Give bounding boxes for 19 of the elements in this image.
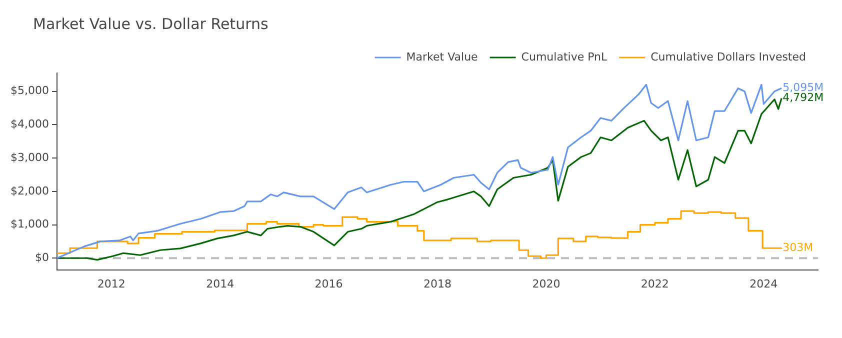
- data-label: 4,792M: [782, 91, 824, 104]
- y-tick-label: $1,000: [10, 218, 49, 231]
- legend-label: Cumulative PnL: [521, 50, 608, 64]
- y-tick-label: $3,000: [10, 150, 49, 164]
- data-label: 303M: [782, 240, 814, 254]
- y-tick-label: $4,000: [10, 118, 49, 131]
- x-tick-label: 2022: [640, 277, 669, 290]
- y-tick-label: $0: [35, 250, 49, 264]
- x-tick-label: 2018: [424, 277, 452, 290]
- legend-label: Market Value: [406, 50, 478, 64]
- y-tick-label: $2,000: [10, 184, 49, 198]
- y-tick-label: $5,000: [10, 84, 49, 98]
- chart-title: Market Value vs. Dollar Returns: [33, 14, 268, 33]
- x-tick-label: 2012: [97, 277, 126, 290]
- x-tick-label: 2020: [532, 277, 560, 290]
- x-tick-label: 2014: [206, 277, 234, 290]
- legend-label: Cumulative Dollars Invested: [650, 50, 806, 64]
- x-tick-label: 2016: [314, 277, 343, 290]
- x-tick-label: 2024: [750, 277, 778, 290]
